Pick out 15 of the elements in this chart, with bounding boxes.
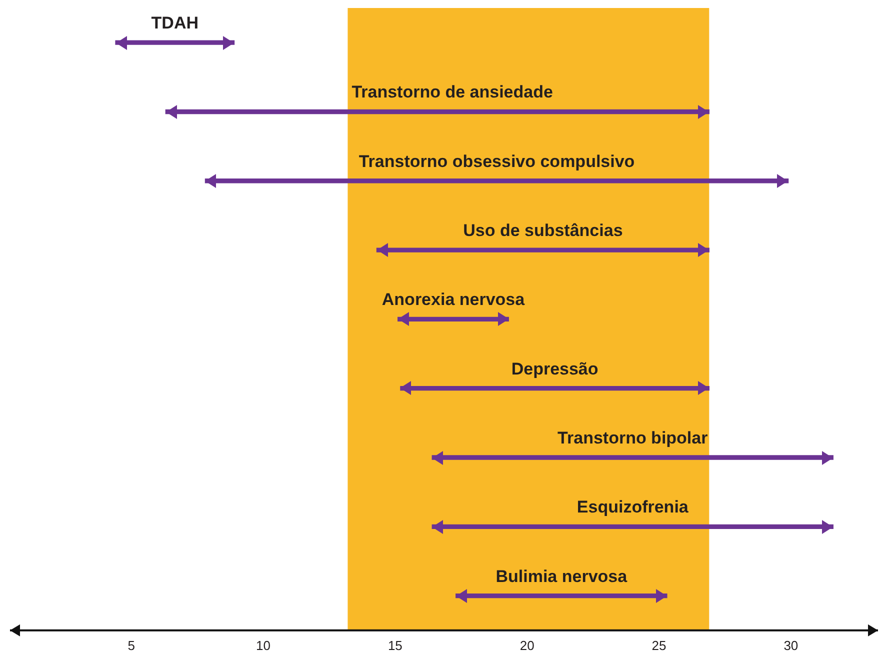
x-tick-label: 10 bbox=[256, 638, 271, 653]
y-tick-label: Bulimia nervosa bbox=[496, 566, 628, 586]
x-tick-label: 30 bbox=[784, 638, 798, 653]
x-tick-label: 20 bbox=[520, 638, 534, 653]
y-tick-label: TDAH bbox=[151, 14, 199, 33]
x-tick-label: 25 bbox=[652, 638, 666, 653]
x-tick-label: 15 bbox=[388, 638, 402, 653]
y-tick-label: Anorexia nervosa bbox=[382, 290, 526, 310]
y-tick-label: Transtorno de ansiedade bbox=[352, 82, 553, 102]
y-tick-label: Esquizofrenia bbox=[576, 498, 689, 517]
y-tick-label: Uso de substâncias bbox=[463, 221, 623, 240]
y-tick-label: Depressão bbox=[511, 359, 598, 378]
y-tick-label: Transtorno obsessivo compulsivo bbox=[358, 152, 635, 171]
x-tick-label: 5 bbox=[128, 638, 135, 653]
y-tick-label: Transtorno bipolar bbox=[558, 428, 708, 448]
